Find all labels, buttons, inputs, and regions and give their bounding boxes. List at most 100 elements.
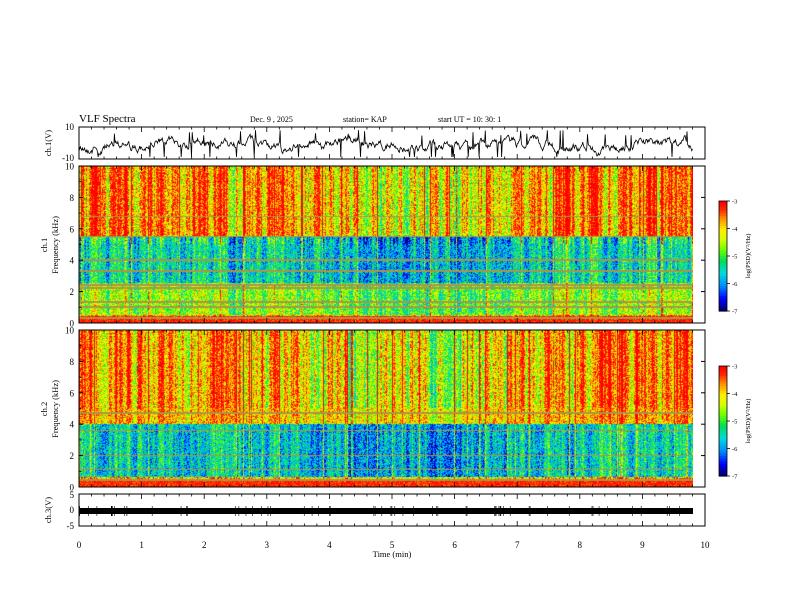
cb2-tick-label--6: -6 <box>732 446 738 453</box>
ch1-spectrogram-panel: ch.1 Frequency (kHz) <box>39 165 706 324</box>
cb2-swatch <box>719 418 727 422</box>
ch2-spec-ytick-label-10: 10 <box>65 326 75 336</box>
cb1-swatch <box>719 283 727 287</box>
cb1-swatch <box>719 238 727 242</box>
cb1-swatch <box>719 301 727 305</box>
cb2-swatch <box>719 446 727 450</box>
cb1-tick-label--7: -7 <box>732 309 738 316</box>
cb1-swatch <box>719 218 727 222</box>
ch1-spectrogram-image <box>79 166 693 323</box>
cb1-label: log(PSD)(V²/Hz) <box>745 234 752 279</box>
cb1-tick-label--3: -3 <box>732 199 737 206</box>
cb1-swatch <box>719 233 727 237</box>
cb2-swatch <box>719 411 727 415</box>
cb2-swatch <box>719 456 727 460</box>
station-label: station= KAP <box>343 115 387 124</box>
ch3-ytick-neg5: -5 <box>67 521 75 531</box>
cb2-swatch <box>719 401 727 405</box>
cb2-swatch <box>719 386 727 390</box>
ch1-waveform-trace <box>78 130 693 158</box>
x-tick-label-2: 2 <box>202 540 207 550</box>
ch1-spectrogram-ylabel-channel: ch.1 <box>39 238 49 252</box>
cb1-swatch <box>719 231 727 235</box>
cb2-swatch <box>719 371 727 375</box>
cb2-swatch <box>719 366 727 370</box>
cb1-swatch <box>719 248 727 252</box>
ch2-spec-ytick-label-4: 4 <box>70 420 75 430</box>
cb1-swatch <box>719 293 727 297</box>
cb2-swatch <box>719 403 727 407</box>
cb2-swatch <box>719 473 727 477</box>
cb2-swatch <box>719 436 727 440</box>
cb1-swatch <box>719 223 727 227</box>
ch1-spectrogram-ylabel-freq: Frequency (kHz) <box>50 216 60 274</box>
cb2-tick-label--3: -3 <box>732 364 737 371</box>
date-label: Dec. 9 , 2025 <box>250 115 293 124</box>
cb2-label: log(PSD)(V²/Hz) <box>745 399 752 444</box>
cb2-swatch <box>719 433 727 437</box>
cb1-swatch <box>719 291 727 295</box>
x-tick-label-4: 4 <box>327 540 332 550</box>
cb2-swatch <box>719 441 727 445</box>
cb1-swatch <box>719 243 727 247</box>
cb1-swatch <box>719 298 727 302</box>
x-tick-label-8: 8 <box>578 540 583 550</box>
cb1-swatch <box>719 271 727 275</box>
cb1-swatch <box>719 268 727 272</box>
cb1-swatch <box>719 281 727 285</box>
cb2-swatch <box>719 406 727 410</box>
cb2-tick-label--4: -4 <box>732 391 738 398</box>
cb2-swatch <box>719 463 727 467</box>
cb1-swatch <box>719 278 727 282</box>
cb2-tick-label--5: -5 <box>732 419 737 426</box>
cb2-swatch <box>719 376 727 380</box>
cb2-swatch <box>719 451 727 455</box>
ch2-spec-ytick-label-2: 2 <box>70 451 75 461</box>
cb2-swatch <box>719 373 727 377</box>
cb1-tick-label--5: -5 <box>732 254 737 261</box>
cb1-swatch <box>719 266 727 270</box>
ch2-spec-ytick-label-8: 8 <box>70 357 75 367</box>
ch1-ytick-top: 10 <box>65 122 75 132</box>
cb2-swatch <box>719 426 727 430</box>
cb1-swatch <box>719 226 727 230</box>
ch1-colorbar: -3 -4 -5 -6 -7 log(PSD)(V²/Hz) <box>718 199 752 316</box>
cb2-swatch <box>719 443 727 447</box>
cb2-swatch <box>719 421 727 425</box>
ch2-spectrogram-image <box>79 330 693 487</box>
ch1-spec-ytick-label-10: 10 <box>65 162 75 172</box>
x-tick-label-1: 1 <box>139 540 144 550</box>
cb2-swatch <box>719 378 727 382</box>
ch1-waveform-ylabel: ch.1(V) <box>43 130 53 156</box>
ch3-ytick-0: 0 <box>70 505 75 515</box>
cb2-swatch <box>719 368 727 372</box>
cb2-swatch <box>719 438 727 442</box>
cb1-swatch <box>719 201 727 205</box>
ch3-waveform-ylabel: ch.3(V) <box>43 497 53 523</box>
cb1-swatch <box>719 261 727 265</box>
cb1-swatch <box>719 296 727 300</box>
ch1-waveform-panel: 10 -10 ch.1(V) <box>43 122 706 163</box>
x-axis-label: Time (min) <box>373 549 412 559</box>
cb2-tick-label--7: -7 <box>732 474 738 481</box>
cb1-swatch <box>719 286 727 290</box>
x-tick-label-7: 7 <box>515 540 520 550</box>
cb1-swatch <box>719 253 727 257</box>
cb1-swatch <box>719 206 727 210</box>
x-tick-label-9: 9 <box>640 540 645 550</box>
ch2-colorbar: -3 -4 -5 -6 -7 log(PSD)(V²/Hz) <box>718 364 752 481</box>
cb1-swatch <box>719 273 727 277</box>
cb2-swatch <box>719 423 727 427</box>
cb2-swatch <box>719 391 727 395</box>
ch2-spectrogram-ylabel-freq: Frequency (kHz) <box>50 380 60 438</box>
cb2-swatch <box>719 383 727 387</box>
cb2-swatch <box>719 413 727 417</box>
cb2-swatch <box>719 428 727 432</box>
cb2-swatch <box>719 461 727 465</box>
x-tick-label-6: 6 <box>452 540 457 550</box>
cb1-swatch <box>719 251 727 255</box>
ch1-spec-ytick-label-6: 6 <box>70 224 75 234</box>
ch1-spec-ytick-label-8: 8 <box>70 193 75 203</box>
